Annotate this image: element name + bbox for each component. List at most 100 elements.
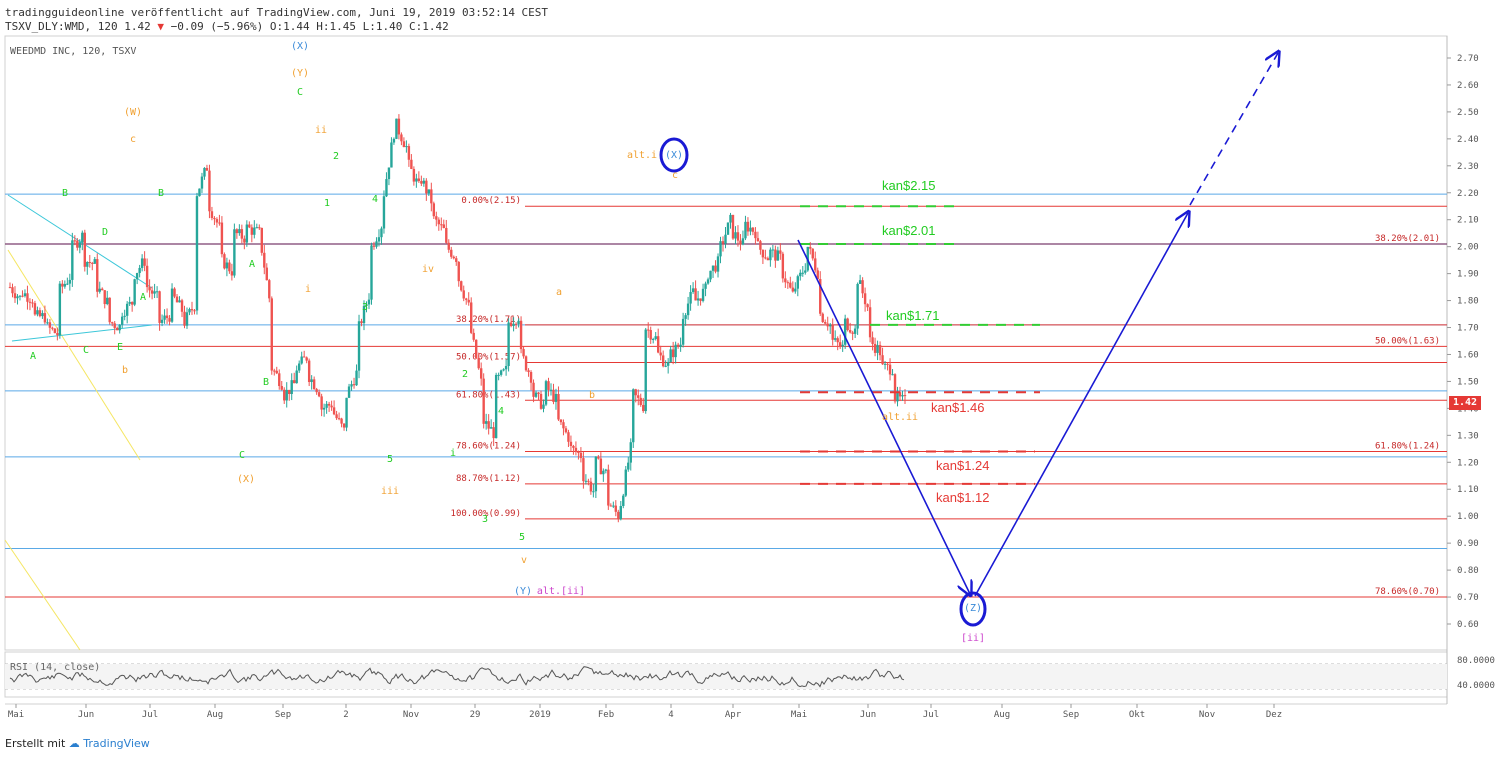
candle-body	[494, 374, 498, 439]
candle-body	[198, 188, 201, 197]
candle-body	[764, 257, 767, 259]
y-tick-label: 0.60	[1457, 620, 1479, 630]
candle-body	[484, 421, 488, 424]
candle-body	[669, 349, 672, 363]
candle-body	[901, 395, 904, 397]
candle-body	[210, 211, 214, 218]
candle-body	[891, 374, 894, 376]
candle-body	[499, 370, 503, 375]
y-tick-label: 0.80	[1457, 566, 1479, 576]
x-tick-label: Aug	[207, 710, 223, 720]
candle-body	[362, 305, 366, 324]
candle-body	[120, 316, 124, 325]
candle-body	[462, 290, 465, 299]
candle-body	[652, 338, 655, 340]
elliott-wave-label: A	[30, 351, 36, 362]
candle-body	[130, 301, 134, 305]
candle-body	[11, 287, 14, 294]
price-target-label: kan$1.71	[886, 308, 940, 323]
y-tick-label: 1.70	[1457, 324, 1479, 334]
candle-body	[175, 296, 179, 303]
candle-body	[395, 118, 398, 139]
candle-body	[53, 328, 57, 334]
candle-body	[220, 222, 224, 255]
candle-body	[893, 374, 897, 402]
candle-body	[474, 339, 478, 358]
y-tick-label: 2.00	[1457, 243, 1479, 253]
candle-body	[816, 270, 819, 280]
candle-body	[522, 349, 525, 357]
candle-body	[539, 393, 543, 409]
candle-body	[293, 380, 296, 384]
candle-body	[13, 293, 17, 299]
candle-body	[390, 142, 393, 168]
change-indicator: ▼	[157, 20, 164, 33]
elliott-wave-label: 3	[482, 514, 488, 525]
candle-body	[392, 138, 396, 143]
candle-body	[437, 219, 441, 225]
candle-body	[370, 245, 373, 300]
x-tick-label: Feb	[598, 710, 614, 720]
elliott-wave-label: alt.ii	[882, 412, 918, 423]
candle-body	[335, 414, 338, 419]
price-target-label: kan$1.24	[936, 458, 990, 473]
candle-body	[357, 321, 361, 371]
candle-body	[554, 393, 558, 402]
candle-body	[342, 423, 346, 428]
candle-body	[838, 342, 842, 347]
y-tick-label: 2.20	[1457, 189, 1479, 199]
y-tick-label: 1.00	[1457, 512, 1479, 522]
tradingview-brand[interactable]: TradingView	[83, 737, 150, 750]
candle-body	[38, 310, 42, 317]
elliott-wave-label: (W)	[124, 107, 142, 118]
candle-body	[866, 304, 869, 308]
candle-body	[467, 299, 470, 303]
candle-body	[280, 386, 283, 390]
candle-body	[754, 231, 757, 239]
candle-body	[831, 324, 834, 340]
x-tick-label: 4	[668, 710, 673, 720]
candle-body	[427, 189, 431, 194]
elliott-wave-label: 4	[498, 406, 504, 417]
candle-body	[270, 298, 273, 371]
candle-body	[315, 389, 318, 393]
x-tick-label: Mai	[791, 710, 807, 720]
candle-body	[415, 178, 418, 182]
candle-body	[841, 344, 844, 347]
elliott-wave-label: 5	[387, 454, 393, 465]
candle-body	[153, 291, 156, 294]
candle-body	[43, 313, 47, 323]
elliott-wave-label: ii	[315, 125, 327, 136]
x-tick-label: Jun	[78, 710, 94, 720]
candle-body	[248, 224, 251, 228]
fib-retracement-label: 61.80%(1.43)	[456, 390, 521, 400]
elliott-wave-label: C	[83, 345, 89, 356]
y-tick-label: 2.40	[1457, 135, 1479, 145]
y-tick-label: 1.90	[1457, 270, 1479, 280]
candle-body	[564, 428, 568, 433]
candle-body	[23, 293, 27, 297]
price-target-label: kan$2.15	[882, 178, 936, 193]
candle-body	[96, 259, 99, 292]
elliott-wave-label: (Y)	[291, 68, 309, 79]
candle-body	[527, 370, 530, 373]
candle-body	[577, 451, 580, 453]
x-tick-label: Nov	[1199, 710, 1215, 720]
candle-body	[168, 318, 171, 322]
candle-body	[163, 315, 166, 320]
elliott-wave-label: B	[158, 188, 164, 199]
candle-body	[278, 373, 281, 387]
candle-body	[492, 427, 495, 439]
candle-body	[479, 368, 483, 379]
candle-body	[305, 357, 308, 361]
candle-body	[465, 298, 468, 300]
candle-body	[253, 227, 256, 235]
elliott-wave-label: alt.[ii]	[537, 586, 585, 597]
fib-extension-label: 61.80%(1.24)	[1375, 442, 1440, 452]
candle-body	[517, 320, 520, 324]
fib-extension-label: 38.20%(2.01)	[1375, 234, 1440, 244]
x-tick-label: Nov	[403, 710, 419, 720]
candle-body	[704, 283, 707, 289]
elliott-wave-label: b	[589, 390, 595, 401]
